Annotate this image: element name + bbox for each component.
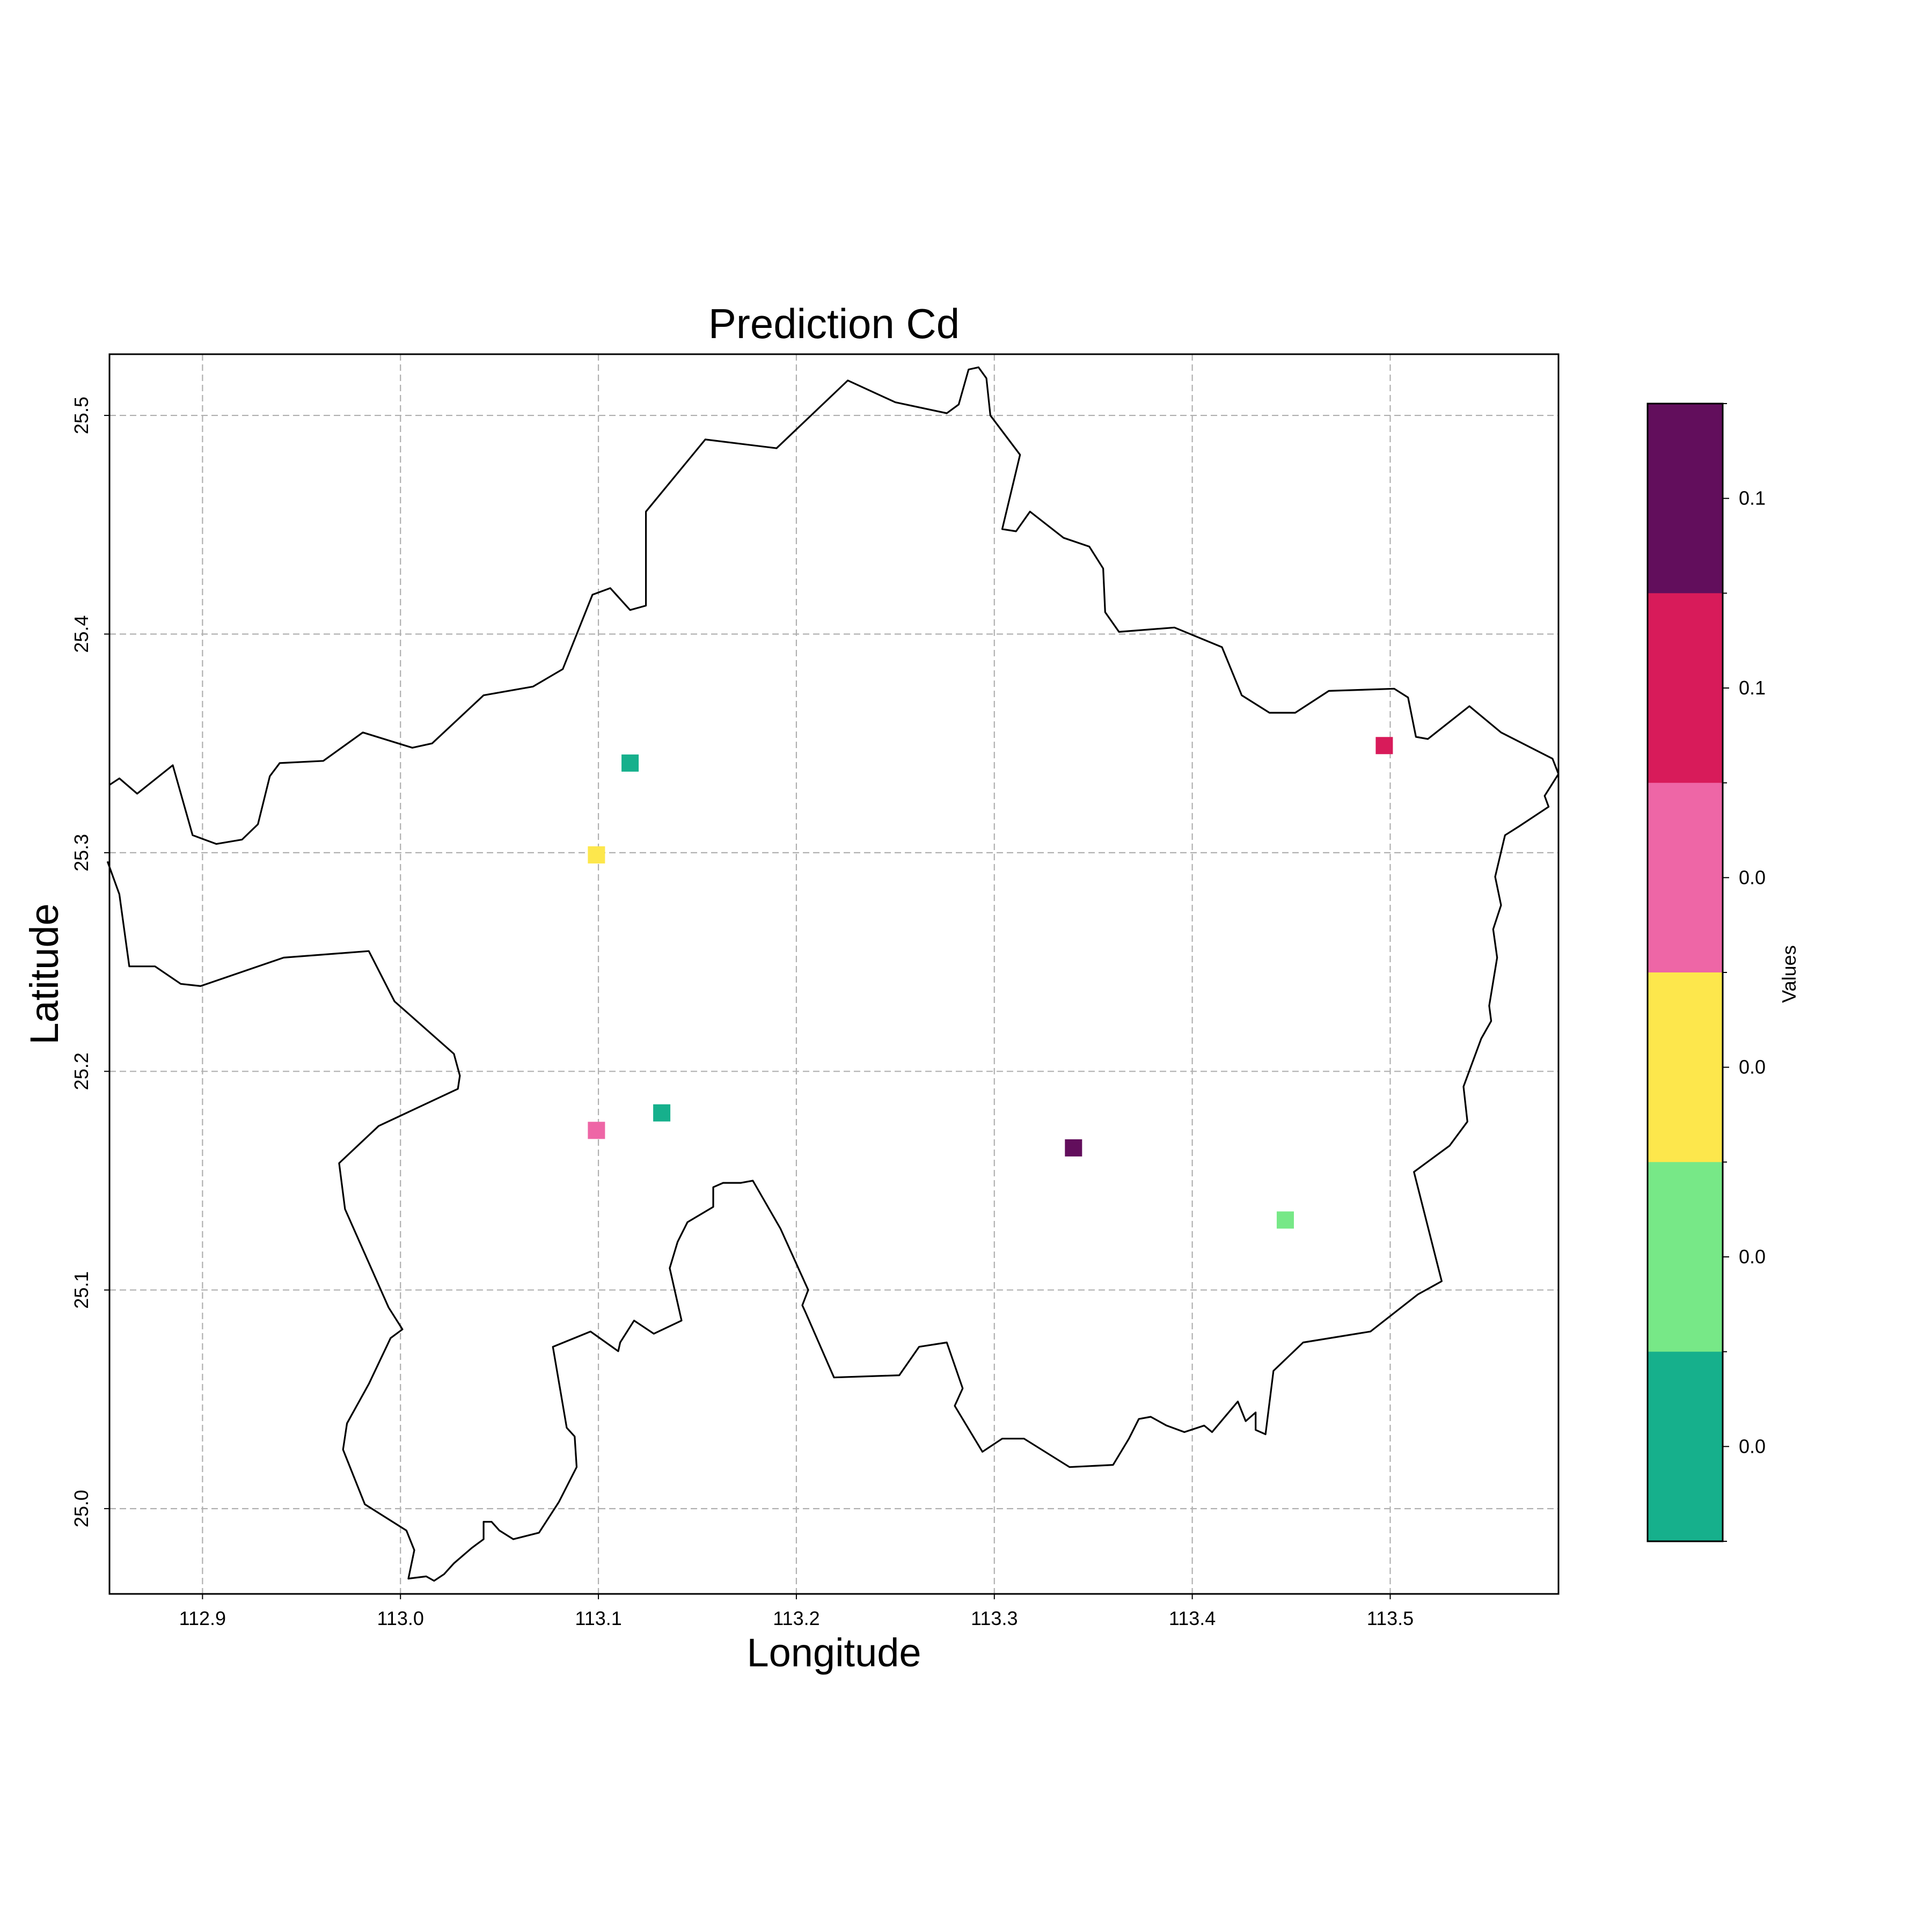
- y-tick-label: 25.0: [70, 1490, 92, 1527]
- y-axis-title: Latitude: [22, 903, 67, 1044]
- colorbar-bin: [1648, 404, 1723, 594]
- plot-title: Prediction Cd: [708, 300, 960, 347]
- data-points: [588, 737, 1393, 1229]
- y-tick-label: 25.3: [70, 834, 92, 872]
- x-axis-ticks: 112.9 113.0 113.1 113.2 113.3 113.4 113.5: [179, 1594, 1414, 1629]
- data-point: [653, 1104, 671, 1122]
- x-tick-label: 113.0: [377, 1607, 424, 1629]
- colorbar-tick-label: 0.1: [1739, 677, 1766, 699]
- data-point: [1375, 737, 1393, 755]
- data-point: [588, 1122, 605, 1139]
- colorbar-bin: [1648, 593, 1723, 784]
- x-axis-title: Longitude: [747, 1630, 921, 1675]
- x-tick-label: 113.2: [773, 1607, 819, 1629]
- x-tick-label: 113.5: [1367, 1607, 1414, 1629]
- x-tick-label: 113.1: [575, 1607, 621, 1629]
- plot-frame: [108, 353, 1560, 1595]
- data-point: [588, 846, 605, 863]
- region-boundary: [106, 366, 1560, 1582]
- colorbar-bin: [1648, 1351, 1723, 1542]
- colorbar-bin: [1648, 1162, 1723, 1352]
- y-tick-label: 25.2: [70, 1052, 92, 1090]
- x-tick-label: 113.4: [1169, 1607, 1216, 1629]
- x-tick-label: 112.9: [179, 1607, 226, 1629]
- y-axis-ticks: 25.0 25.1 25.2 25.3 25.4 25.5: [70, 397, 109, 1527]
- y-tick-label: 25.1: [70, 1271, 92, 1309]
- data-point: [1276, 1211, 1294, 1229]
- colorbar-tick-label: 0.0: [1739, 1435, 1766, 1457]
- y-tick-label: 25.4: [70, 615, 92, 653]
- y-tick-label: 25.5: [70, 397, 92, 434]
- colorbar-bin: [1648, 782, 1723, 973]
- colorbar-bin: [1648, 972, 1723, 1162]
- colorbar-tick-label: 0.0: [1739, 866, 1766, 888]
- colorbar-tick-label: 0.0: [1739, 1056, 1766, 1078]
- colorbar: 0.1 0.1 0.0 0.0 0.0 0.0: [1646, 402, 1766, 1542]
- colorbar-tick-label: 0.1: [1739, 487, 1766, 509]
- gridlines: [109, 354, 1558, 1594]
- colorbar-title: Values: [1778, 945, 1800, 1002]
- data-point: [621, 754, 639, 772]
- data-point: [1065, 1139, 1082, 1157]
- x-tick-label: 113.3: [971, 1607, 1018, 1629]
- colorbar-tick-label: 0.0: [1739, 1246, 1766, 1268]
